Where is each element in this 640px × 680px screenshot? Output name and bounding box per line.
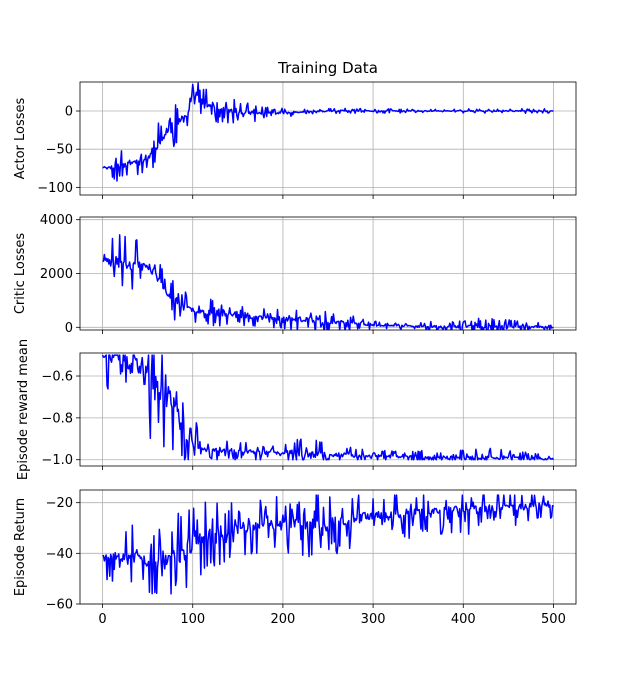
series-line <box>102 82 554 182</box>
axes-frame <box>79 489 577 605</box>
series-line <box>101 354 555 461</box>
y-axis-label: Episode Return <box>13 498 28 596</box>
y-tick-label: 0 <box>65 105 73 120</box>
axes-frame <box>79 352 577 467</box>
y-tick-label: −50 <box>46 143 73 158</box>
y-axis-label: Episode reward mean <box>16 339 31 480</box>
y-axis-label: Actor Losses <box>13 97 28 179</box>
y-tick-label: −100 <box>37 181 73 196</box>
x-tick-label: 200 <box>270 612 295 627</box>
y-tick-label: −0.6 <box>41 370 73 385</box>
y-tick-label: −0.8 <box>41 411 73 426</box>
series-line <box>102 234 554 330</box>
y-tick-label: −40 <box>46 547 73 562</box>
y-tick-label: 0 <box>65 321 73 336</box>
y-tick-label: 4000 <box>40 213 73 228</box>
x-tick-label: 300 <box>361 612 386 627</box>
figure-title: Training Data <box>277 59 378 77</box>
subplot-1: −100 −50 0 Actor Losses <box>13 81 577 199</box>
y-tick-label: 2000 <box>40 267 73 282</box>
axes-frame <box>79 81 577 196</box>
x-tick-label: 500 <box>541 612 566 627</box>
y-axis-label: Critic Losses <box>13 233 28 315</box>
x-tick-label: 100 <box>180 612 205 627</box>
y-tick-label: −1.0 <box>41 453 73 468</box>
y-tick-label: −60 <box>46 598 73 613</box>
subplot-3: −1.0 −0.8 −0.6 Episode reward mean <box>16 339 577 480</box>
subplot-2: 0 2000 4000 Critic Losses <box>13 213 577 336</box>
series-line <box>102 494 555 595</box>
x-tick-label: 0 <box>98 612 106 627</box>
y-tick-label: −20 <box>46 496 73 511</box>
x-tick-label: 400 <box>451 612 476 627</box>
subplot-4: −60 −40 −20 0 100 200 300 400 500 Episode Return <box>13 489 577 627</box>
